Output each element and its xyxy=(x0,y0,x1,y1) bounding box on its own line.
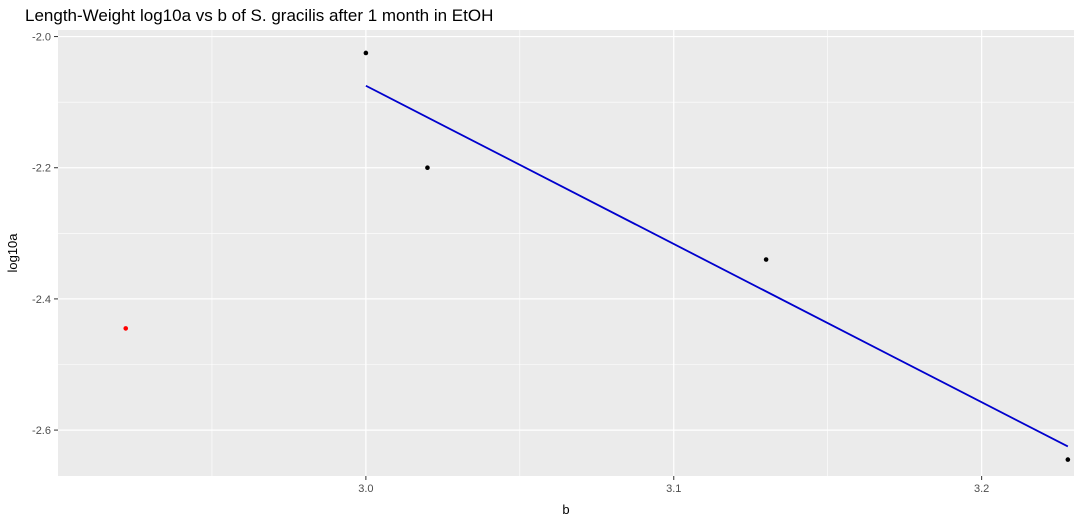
y-tick-label: -2.2 xyxy=(32,163,51,175)
y-axis-title: log10a xyxy=(5,233,20,273)
data-point xyxy=(425,165,430,171)
y-tick-label: -2.0 xyxy=(32,32,51,44)
x-tick-label: 3.1 xyxy=(666,483,681,495)
data-point xyxy=(363,50,369,56)
x-axis-title: b xyxy=(562,502,569,517)
data-point xyxy=(763,257,769,262)
regression-line xyxy=(365,84,1069,448)
x-tick-label: 3.0 xyxy=(358,483,373,495)
data-point xyxy=(123,326,129,331)
chart-title: Length-Weight log10a vs b of S. gracilis… xyxy=(25,6,494,25)
major-grid xyxy=(58,30,1074,476)
points-layer xyxy=(123,50,1071,462)
minor-grid xyxy=(58,30,1074,476)
trend-layer xyxy=(365,84,1069,448)
x-axis: 3.0 3.1 3.2 xyxy=(358,476,989,495)
plot-panel xyxy=(58,30,1074,476)
y-tick-label: -2.6 xyxy=(32,425,51,437)
x-tick-label: 3.2 xyxy=(974,483,989,495)
y-tick-label: -2.4 xyxy=(32,294,51,306)
data-point xyxy=(1065,457,1071,462)
y-axis: -2.0 -2.2 -2.4 -2.6 xyxy=(32,32,58,437)
